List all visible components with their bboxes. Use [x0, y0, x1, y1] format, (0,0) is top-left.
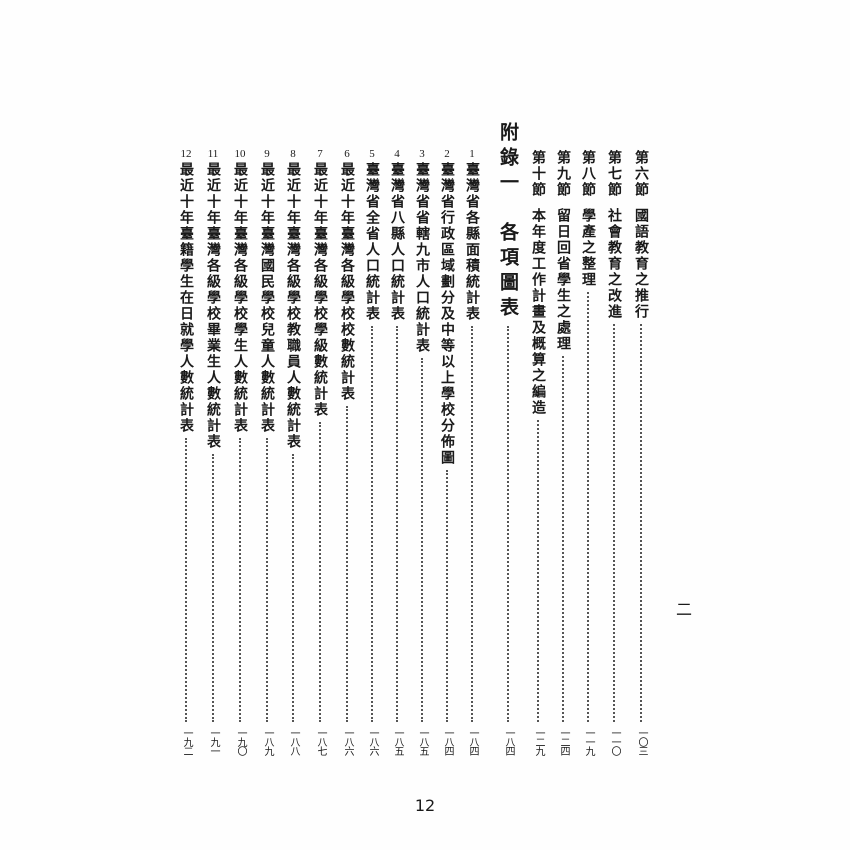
table-number: 8 [290, 148, 296, 160]
dot-leader [562, 356, 564, 722]
table-number: 11 [207, 148, 219, 160]
appendix-title: 附錄一 各項圖表 [497, 122, 519, 322]
entry-title: 最近十年臺灣各級學校學級數統計表 [312, 162, 328, 418]
toc-entry: 第九節留日回省學生之處理一二四 [554, 150, 572, 755]
entry-page: 一八四 [467, 728, 478, 755]
entry-title: 臺灣省全省人口統計表 [364, 162, 380, 322]
section-label: 第八節 [580, 150, 596, 198]
dot-leader [507, 326, 509, 722]
toc-entry: 10 最近十年臺灣各級學校學生人數統計表一九〇 [231, 148, 249, 755]
dot-leader [446, 470, 448, 722]
entry-title: 臺灣省省轄九市人口統計表 [414, 162, 430, 354]
entry-page: 一九二 [181, 728, 192, 755]
entry-page: 一八八 [288, 728, 299, 755]
toc-entry: 第六節國語教育之推行一〇三 [632, 150, 650, 755]
dot-leader [396, 326, 398, 722]
section-label: 第七節 [606, 150, 622, 198]
toc-entry: 第十節本年度工作計畫及概算之編造一二九 [529, 150, 547, 755]
toc-entry: 5 臺灣省全省人口統計表一八六 [363, 148, 381, 755]
entry-page: 一〇三 [636, 728, 647, 755]
entry-page: 一一〇 [609, 728, 620, 755]
toc-entry: 4 臺灣省八縣人口統計表一八五 [388, 148, 406, 755]
chapter-marker: 二 [676, 600, 693, 619]
entry-page: 一二九 [533, 728, 544, 755]
entry-page: 一八九 [262, 728, 273, 755]
entry-title: 最近十年臺灣各級學校學生人數統計表 [232, 162, 248, 434]
entry-page: 一九〇 [235, 728, 246, 755]
toc-entry: 附錄一 各項圖表一八四 [496, 122, 520, 755]
table-number: 7 [317, 148, 323, 160]
entry-title: 最近十年臺灣各級學校畢業生人數統計表 [205, 162, 221, 450]
table-number: 1 [469, 148, 475, 160]
toc-entry: 3 臺灣省省轄九市人口統計表一八五 [413, 148, 431, 755]
entry-title: 最近十年臺灣各級學校教職員人數統計表 [285, 162, 301, 450]
dot-leader [346, 406, 348, 722]
table-number: 4 [394, 148, 400, 160]
entry-title: 最近十年臺灣國民學校兒童人數統計表 [259, 162, 275, 434]
entry-title: 學產之整理 [580, 208, 596, 288]
entry-page: 一八六 [367, 728, 378, 755]
table-number: 9 [264, 148, 270, 160]
toc-entry: 12 最近十年臺籍學生在日就學人數統計表一九二 [177, 148, 195, 755]
entry-page: 一一九 [583, 728, 594, 755]
entry-page: 一九一 [208, 728, 219, 755]
dot-leader [421, 358, 423, 722]
toc-entry: 1 臺灣省各縣面積統計表一八四 [463, 148, 481, 755]
toc-entry: 第八節學產之整理一一九 [579, 150, 597, 755]
entry-page: 一八五 [392, 728, 403, 755]
toc-entry: 6 最近十年臺灣各級學校校數統計表一八六 [338, 148, 356, 755]
dot-leader [266, 438, 268, 722]
table-number: 12 [180, 148, 192, 160]
dot-leader [319, 422, 321, 722]
dot-leader [212, 454, 214, 722]
toc-entry: 2 臺灣省行政區域劃分及中等以上學校分佈圖一八四 [438, 148, 456, 755]
entry-page: 一二四 [558, 728, 569, 755]
dot-leader [640, 324, 642, 722]
page-number: 12 [414, 796, 436, 815]
dot-leader [371, 326, 373, 722]
toc-entry: 8 最近十年臺灣各級學校教職員人數統計表一八八 [284, 148, 302, 755]
section-label: 第十節 [530, 150, 546, 198]
entry-page: 一八四 [503, 728, 514, 755]
table-number: 10 [234, 148, 246, 160]
entry-page: 一八六 [342, 728, 353, 755]
entry-title: 國語教育之推行 [633, 208, 649, 320]
dot-leader [613, 324, 615, 722]
section-label: 第六節 [633, 150, 649, 198]
dot-leader [239, 438, 241, 722]
toc-entry: 9 最近十年臺灣國民學校兒童人數統計表一八九 [258, 148, 276, 755]
dot-leader [587, 292, 589, 722]
entry-title: 留日回省學生之處理 [555, 208, 571, 352]
entry-page: 一八七 [315, 728, 326, 755]
table-number: 3 [419, 148, 425, 160]
dot-leader [471, 326, 473, 722]
entry-title: 社會教育之改進 [606, 208, 622, 320]
entry-title: 臺灣省各縣面積統計表 [464, 162, 480, 322]
toc-entry: 11 最近十年臺灣各級學校畢業生人數統計表一九一 [204, 148, 222, 755]
dot-leader [185, 438, 187, 722]
dot-leader [292, 454, 294, 722]
table-number: 5 [369, 148, 375, 160]
entry-title: 最近十年臺灣各級學校校數統計表 [339, 162, 355, 402]
entry-title: 臺灣省行政區域劃分及中等以上學校分佈圖 [439, 162, 455, 466]
section-label: 第九節 [555, 150, 571, 198]
table-number: 6 [344, 148, 350, 160]
toc-entry: 7 最近十年臺灣各級學校學級數統計表一八七 [311, 148, 329, 755]
entry-page: 一八四 [442, 728, 453, 755]
entry-page: 一八五 [417, 728, 428, 755]
entry-title: 臺灣省八縣人口統計表 [389, 162, 405, 322]
entry-title: 本年度工作計畫及概算之編造 [530, 208, 546, 416]
entry-title: 最近十年臺籍學生在日就學人數統計表 [178, 162, 194, 434]
toc-entry: 第七節社會教育之改進一一〇 [605, 150, 623, 755]
table-number: 2 [444, 148, 450, 160]
dot-leader [537, 420, 539, 722]
